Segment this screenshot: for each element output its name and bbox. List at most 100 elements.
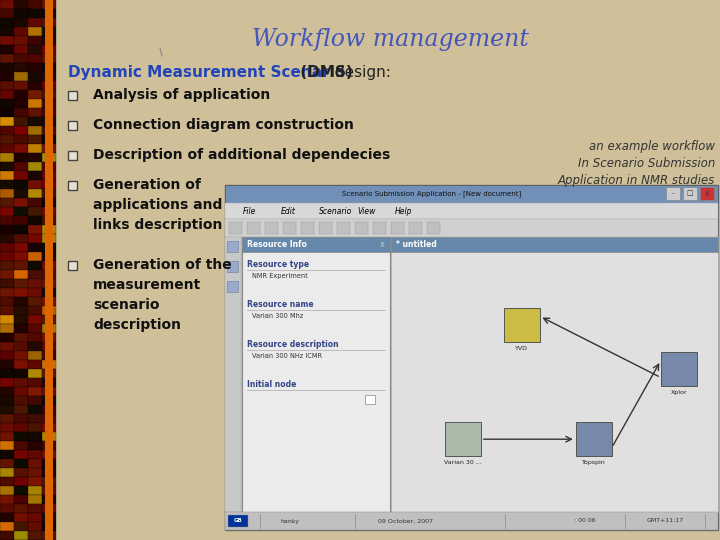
Bar: [28, 342, 42, 351]
Bar: [227, 261, 238, 272]
Bar: [14, 486, 28, 495]
Bar: [14, 153, 28, 162]
Bar: [28, 126, 42, 135]
Bar: [14, 225, 28, 234]
Bar: [42, 531, 56, 540]
Bar: [14, 279, 28, 288]
Bar: [14, 369, 28, 378]
Text: scenario: scenario: [93, 298, 160, 312]
Text: Scenario: Scenario: [319, 206, 352, 215]
Bar: [0, 45, 14, 54]
Bar: [14, 333, 28, 342]
Bar: [0, 450, 14, 459]
Bar: [0, 396, 14, 405]
Bar: [42, 72, 56, 81]
Bar: [14, 126, 28, 135]
Bar: [28, 144, 42, 153]
Text: In Scenario Submission: In Scenario Submission: [577, 157, 715, 170]
Bar: [28, 495, 42, 504]
Bar: [28, 378, 42, 387]
Bar: [14, 180, 28, 189]
Bar: [28, 90, 42, 99]
Bar: [14, 54, 28, 63]
Bar: [42, 27, 56, 36]
Bar: [14, 144, 28, 153]
Bar: [28, 387, 42, 396]
Bar: [504, 308, 540, 342]
Bar: [0, 378, 14, 387]
Bar: [0, 99, 14, 108]
Bar: [68, 91, 76, 99]
Text: Varian 300 NHz ICMR: Varian 300 NHz ICMR: [252, 353, 322, 359]
Bar: [42, 351, 56, 360]
Text: Workflow management: Workflow management: [251, 28, 528, 51]
Bar: [28, 396, 42, 405]
Bar: [28, 333, 42, 342]
Bar: [14, 162, 28, 171]
Bar: [14, 135, 28, 144]
Bar: [28, 324, 42, 333]
Bar: [14, 495, 28, 504]
Text: NMR Experiment: NMR Experiment: [252, 273, 307, 279]
Bar: [28, 270, 42, 279]
Bar: [42, 387, 56, 396]
Bar: [28, 99, 42, 108]
Bar: [0, 63, 14, 72]
Bar: [14, 9, 28, 18]
Bar: [28, 405, 42, 414]
Bar: [0, 36, 14, 45]
Bar: [28, 72, 42, 81]
Bar: [0, 225, 14, 234]
Bar: [225, 512, 718, 530]
Bar: [0, 414, 14, 423]
Bar: [14, 351, 28, 360]
Bar: [242, 237, 390, 512]
Bar: [0, 108, 14, 117]
Bar: [0, 459, 14, 468]
Bar: [229, 222, 242, 234]
Bar: [0, 504, 14, 513]
Bar: [28, 207, 42, 216]
Bar: [42, 198, 56, 207]
Bar: [265, 222, 278, 234]
Bar: [14, 0, 28, 9]
Bar: [42, 468, 56, 477]
Text: Resource type: Resource type: [247, 260, 309, 269]
Bar: [0, 117, 14, 126]
Bar: [42, 333, 56, 342]
Bar: [0, 333, 14, 342]
Bar: [14, 378, 28, 387]
Bar: [0, 441, 14, 450]
Bar: [14, 342, 28, 351]
Text: description: description: [93, 318, 181, 332]
Bar: [28, 171, 42, 180]
Bar: [14, 414, 28, 423]
Bar: [14, 306, 28, 315]
Bar: [68, 260, 76, 269]
Bar: [14, 216, 28, 225]
Bar: [14, 441, 28, 450]
Bar: [14, 396, 28, 405]
Bar: [0, 27, 14, 36]
Text: Analysis of application: Analysis of application: [93, 88, 270, 102]
Bar: [42, 90, 56, 99]
Bar: [14, 450, 28, 459]
Bar: [14, 117, 28, 126]
Bar: [42, 180, 56, 189]
Bar: [42, 234, 56, 243]
Text: : 00 06: : 00 06: [574, 518, 596, 523]
Text: Initial node: Initial node: [247, 380, 297, 389]
Bar: [0, 261, 14, 270]
Bar: [42, 495, 56, 504]
Text: □: □: [687, 191, 693, 197]
Bar: [242, 237, 390, 252]
Bar: [42, 486, 56, 495]
Bar: [0, 243, 14, 252]
Text: Resource description: Resource description: [247, 340, 338, 349]
Bar: [14, 324, 28, 333]
Bar: [0, 234, 14, 243]
Bar: [42, 450, 56, 459]
Bar: [28, 81, 42, 90]
Bar: [28, 423, 42, 432]
Bar: [0, 207, 14, 216]
